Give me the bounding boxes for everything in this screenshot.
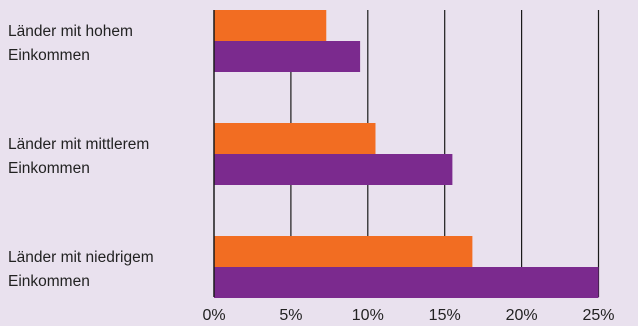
x-tick-label-20: 20% <box>506 307 538 324</box>
category-label-2-line-2: Einkommen <box>8 160 90 177</box>
category-labels: Länder mit hohem Einkommen Länder mit mitt… <box>8 23 154 290</box>
x-tick-label-15: 15% <box>429 307 461 324</box>
category-label-1-line-1: Länder mit hohem <box>8 23 133 40</box>
x-tick-label-0: 0% <box>202 307 225 324</box>
category-label-1-line-2: Einkommen <box>8 47 90 64</box>
bar-cat1-series2 <box>214 41 361 72</box>
bar-cat2-series1 <box>214 123 376 154</box>
bar-cat3-series1 <box>214 236 473 267</box>
x-axis-ticks: 0% 5% 10% 15% 20% 25% <box>202 307 614 324</box>
bar-cat2-series2 <box>214 154 453 185</box>
bars <box>214 10 599 298</box>
bar-cat3-series2 <box>214 267 599 298</box>
x-tick-label-5: 5% <box>279 307 302 324</box>
category-label-3-line-2: Einkommen <box>8 273 90 290</box>
category-label-2-line-1: Länder mit mittlerem <box>8 136 149 153</box>
category-label-3-line-1: Länder mit niedrigem <box>8 249 154 266</box>
bar-cat1-series1 <box>214 10 327 41</box>
x-tick-label-10: 10% <box>352 307 384 324</box>
x-tick-label-25: 25% <box>582 307 614 324</box>
